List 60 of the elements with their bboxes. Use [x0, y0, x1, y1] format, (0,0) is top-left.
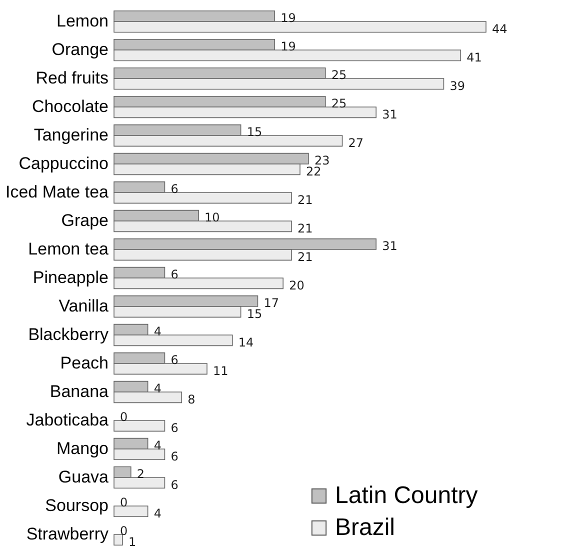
legend-label: Brazil — [335, 514, 396, 541]
data-label: 6 — [170, 449, 178, 464]
data-label: 44 — [492, 22, 508, 36]
y-tick-label: Cappuccino — [18, 154, 108, 174]
data-label: 6 — [170, 478, 178, 492]
data-label: 1 — [128, 534, 136, 549]
y-tick-label: Soursop — [45, 496, 108, 515]
data-label: 21 — [298, 192, 313, 207]
y-tick-label: Pineapple — [32, 268, 108, 287]
data-label: 4 — [154, 438, 162, 453]
data-label: 21 — [298, 250, 313, 264]
y-tick-label: Vanilla — [58, 296, 110, 316]
y-tick-label: Red fruits — [36, 68, 108, 88]
y-tick-label: Strawberry — [26, 524, 109, 544]
data-label: 14 — [238, 335, 254, 350]
y-tick-label: Blackberry — [28, 324, 109, 344]
bar — [114, 534, 123, 546]
data-label: 15 — [246, 306, 262, 321]
y-tick-label: Jaboticaba — [26, 410, 110, 430]
y-tick-label: Lemon — [56, 12, 108, 31]
data-label: 27 — [348, 136, 364, 150]
data-label: 6 — [170, 268, 178, 282]
data-label: 4 — [154, 324, 162, 339]
data-label: 39 — [450, 78, 466, 93]
y-tick-label: Guava — [58, 467, 110, 486]
data-label: 19 — [280, 11, 296, 26]
y-tick-label: Grape — [61, 211, 108, 230]
y-tick-label: Banana — [50, 382, 110, 401]
data-label: 41 — [466, 50, 482, 64]
data-label: 6 — [170, 353, 178, 368]
data-label: 19 — [280, 40, 296, 54]
y-tick-label: Peach — [60, 353, 108, 372]
data-label: 25 — [331, 96, 347, 111]
y-tick-label: Lemon tea — [28, 240, 110, 259]
data-label: 31 — [382, 239, 398, 254]
data-label: 0 — [120, 410, 128, 424]
data-label: 4 — [154, 506, 162, 520]
data-label: 0 — [120, 496, 128, 510]
data-label: 0 — [120, 524, 128, 538]
data-label: 25 — [331, 68, 347, 82]
data-label: 6 — [170, 182, 178, 196]
data-label: 20 — [289, 278, 304, 292]
y-tick-label: Chocolate — [32, 97, 108, 116]
bar — [114, 420, 166, 432]
data-label: 2 — [136, 467, 145, 482]
y-tick-label: Iced Mate tea — [5, 182, 110, 202]
data-label: 10 — [204, 210, 220, 225]
y-tick-label: Mango — [56, 438, 108, 458]
bar — [114, 506, 148, 518]
data-label: 6 — [170, 420, 178, 435]
legend-label: Latin Country — [335, 482, 478, 509]
data-label: 8 — [188, 392, 196, 406]
data-label: 15 — [246, 125, 262, 140]
data-label: 21 — [298, 221, 313, 236]
y-tick-label: Orange — [52, 40, 108, 60]
data-label: 4 — [154, 382, 162, 396]
data-label: 11 — [213, 364, 228, 378]
data-label: 31 — [382, 107, 398, 122]
y-tick-label: Tangerine — [34, 126, 108, 145]
data-label: 17 — [264, 296, 280, 310]
